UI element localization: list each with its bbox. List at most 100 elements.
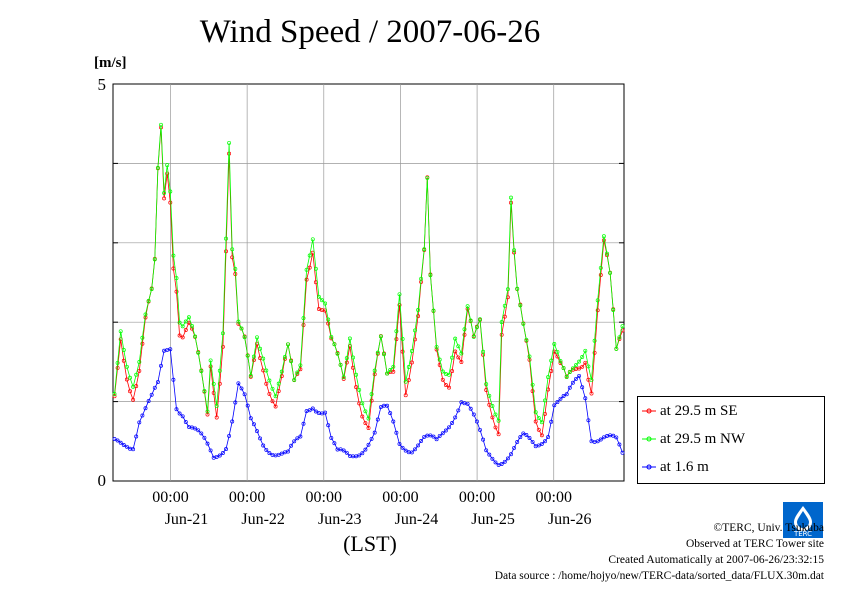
x-tick-day: Jun-23 — [318, 511, 362, 528]
series-se-point — [140, 341, 145, 346]
series-nw-point — [320, 298, 324, 303]
series-low-point — [521, 431, 526, 436]
series-low-point — [149, 392, 154, 397]
series-low-point — [183, 420, 188, 424]
series-se-point — [598, 273, 603, 277]
series-nw-point — [357, 387, 362, 392]
series-se-point — [592, 350, 597, 355]
series-low-point — [518, 435, 523, 440]
grid-lines — [113, 84, 624, 481]
series-low-point — [471, 412, 476, 417]
axis-ticks — [113, 83, 624, 482]
series-nw-point — [292, 378, 297, 383]
series-low-point — [478, 427, 482, 432]
series-nw-point — [245, 353, 250, 358]
series-nw-point — [360, 401, 365, 406]
series-nw-point — [152, 257, 157, 262]
series-low-point — [434, 437, 439, 442]
series-nw-point — [165, 163, 170, 168]
series-low-point — [255, 429, 259, 434]
series-se-point — [409, 360, 414, 365]
series-nw-point — [131, 384, 136, 389]
x-tick-day: Jun-22 — [241, 511, 285, 528]
series-low-point — [168, 347, 173, 352]
series-nw-point — [177, 320, 182, 325]
legend-marker-se — [642, 408, 656, 414]
series-low-line — [112, 347, 625, 467]
x-tick-day: Jun-26 — [547, 511, 592, 528]
series-nw-point — [149, 287, 154, 292]
chart-title: Wind Speed / 2007-06-26 — [199, 14, 541, 50]
series-se-point — [443, 383, 448, 387]
series-nw-point — [366, 416, 371, 421]
series-nw-point — [115, 360, 120, 365]
series-low-point — [617, 442, 622, 447]
series-nw-point — [332, 342, 337, 347]
series-nw-point — [304, 267, 309, 272]
series-low-point — [230, 419, 235, 424]
series-se-point — [137, 368, 142, 373]
series-nw-point — [406, 365, 411, 369]
series-low-point — [171, 377, 176, 382]
series-nw-point — [546, 375, 551, 380]
series-nw-point — [323, 301, 328, 306]
series-se-point — [391, 369, 396, 374]
series-nw-point — [493, 412, 498, 417]
series-nw-point — [199, 369, 204, 374]
series-low-point — [598, 437, 603, 442]
series-low-point — [214, 454, 219, 459]
series-nw-point — [233, 267, 238, 271]
series-se-point — [530, 389, 535, 394]
series-se-point — [580, 364, 585, 369]
series-low-point — [614, 435, 619, 440]
series-nw-point — [447, 372, 451, 377]
series-low-point — [199, 431, 204, 436]
series-low-point — [292, 439, 297, 444]
series-low-point — [196, 428, 201, 433]
series-nw-point — [307, 253, 312, 258]
series-nw-point — [614, 346, 619, 351]
series-se-point — [270, 399, 275, 404]
series-se-point — [307, 265, 312, 270]
series-nw-point — [437, 357, 442, 362]
series-nw-point — [561, 366, 566, 371]
series-nw-point — [344, 356, 349, 361]
series-nw-point — [134, 372, 139, 377]
legend-marker-nw — [642, 436, 656, 442]
series-low-point — [574, 376, 578, 381]
series-nw-point — [391, 364, 396, 369]
series-se-point — [131, 397, 136, 402]
series-low-point — [409, 450, 414, 455]
series-nw-point — [382, 352, 386, 357]
series-nw-point — [143, 312, 148, 317]
series-nw-point — [567, 370, 572, 375]
series-low-point — [224, 447, 228, 452]
series-se-point — [180, 335, 185, 340]
series-nw-point — [471, 334, 476, 339]
series-low-point — [332, 441, 337, 446]
series-nw-point — [434, 344, 439, 349]
series-nw-point — [416, 308, 421, 312]
series-low-point — [152, 385, 157, 390]
series-low-point — [220, 451, 225, 455]
series-nw-point — [570, 366, 575, 371]
series-se-point — [267, 391, 272, 396]
series-nw-point — [453, 336, 458, 341]
series-low-point — [493, 460, 498, 465]
series-se-point — [490, 415, 495, 420]
series-nw-point — [409, 349, 414, 353]
series-low-point — [217, 453, 222, 458]
series-nw-point — [601, 234, 606, 239]
series-nw-point — [403, 379, 408, 384]
series-low-point — [236, 381, 241, 386]
series-se-point — [447, 385, 451, 390]
series-low-point — [264, 447, 269, 452]
series-low-point — [450, 421, 455, 425]
series-low-point — [180, 414, 185, 419]
series-nw-point — [543, 398, 547, 403]
series-nw-point — [242, 335, 247, 340]
series-se-point — [487, 402, 492, 407]
series-nw-point — [202, 388, 207, 393]
series-low-point — [549, 419, 554, 424]
series-low-point — [360, 451, 365, 456]
